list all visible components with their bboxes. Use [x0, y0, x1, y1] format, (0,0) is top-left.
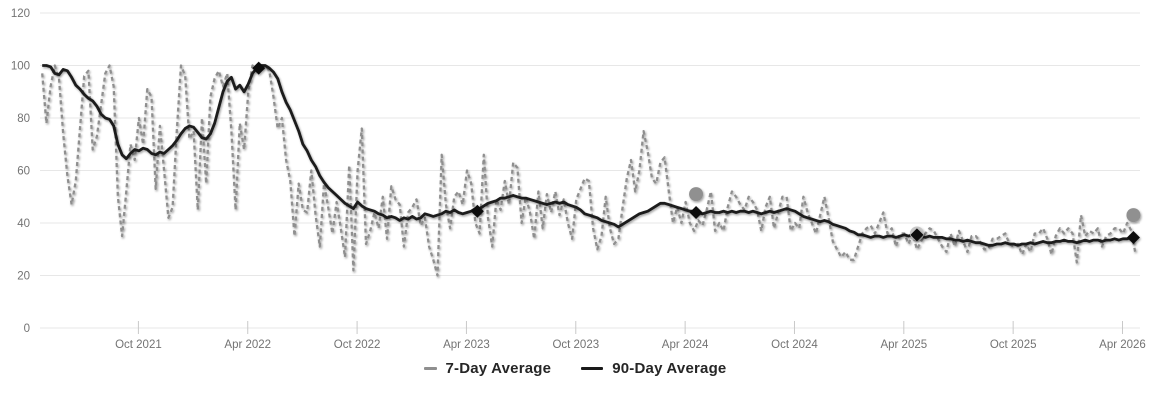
y-axis-label-20: 20: [17, 271, 30, 283]
y-axis-label-120: 120: [11, 8, 30, 20]
series-line-90day-average: [42, 64, 1136, 247]
y-axis-label-40: 40: [17, 218, 30, 230]
diamond-marker[interactable]: [910, 228, 924, 242]
legend-item-90day-average[interactable]: 90-Day Average: [581, 360, 726, 377]
y-axis-label-0: 0: [24, 323, 30, 335]
diamond-marker[interactable]: [470, 204, 484, 218]
y-axis-label-60: 60: [17, 166, 30, 178]
x-axis-label: Oct 2023: [552, 339, 599, 351]
series-line-7day-average: [41, 64, 1137, 277]
x-axis-label: Oct 2021: [115, 339, 162, 351]
y-axis-label-100: 100: [11, 61, 30, 73]
x-axis-label: Oct 2024: [771, 339, 818, 351]
circle-marker[interactable]: [1126, 208, 1141, 223]
circle-marker[interactable]: [689, 187, 704, 202]
legend-label-90day-average: 90-Day Average: [612, 360, 727, 377]
legend-label-7day-average: 7-Day Average: [445, 360, 552, 377]
diamond-marker[interactable]: [1126, 230, 1140, 244]
diamond-marker[interactable]: [252, 61, 266, 75]
legend-dash-swatch-90day-icon: [581, 367, 604, 370]
x-axis-label: Apr 2024: [662, 339, 709, 351]
x-axis-label: Apr 2023: [443, 339, 490, 351]
x-axis-label: Apr 2025: [880, 339, 927, 351]
x-axis-label: Oct 2022: [334, 339, 381, 351]
x-axis-label: Apr 2022: [224, 339, 271, 351]
chart-legend: 7-Day Average 90-Day Average: [0, 360, 1150, 377]
line-chart-plot: 0 20 40 60 80 100 120 Oct 2021 Apr 2022 Oct 2022 A…: [11, 8, 1146, 351]
diamond-marker[interactable]: [689, 206, 703, 219]
y-axis-label-80: 80: [17, 113, 30, 125]
x-axis-label: Apr 2026: [1099, 339, 1146, 351]
legend-dash-swatch-7day-icon: [423, 367, 437, 370]
legend-item-7day-average[interactable]: 7-Day Average: [423, 360, 552, 377]
x-axis-label: Oct 2025: [990, 339, 1037, 351]
